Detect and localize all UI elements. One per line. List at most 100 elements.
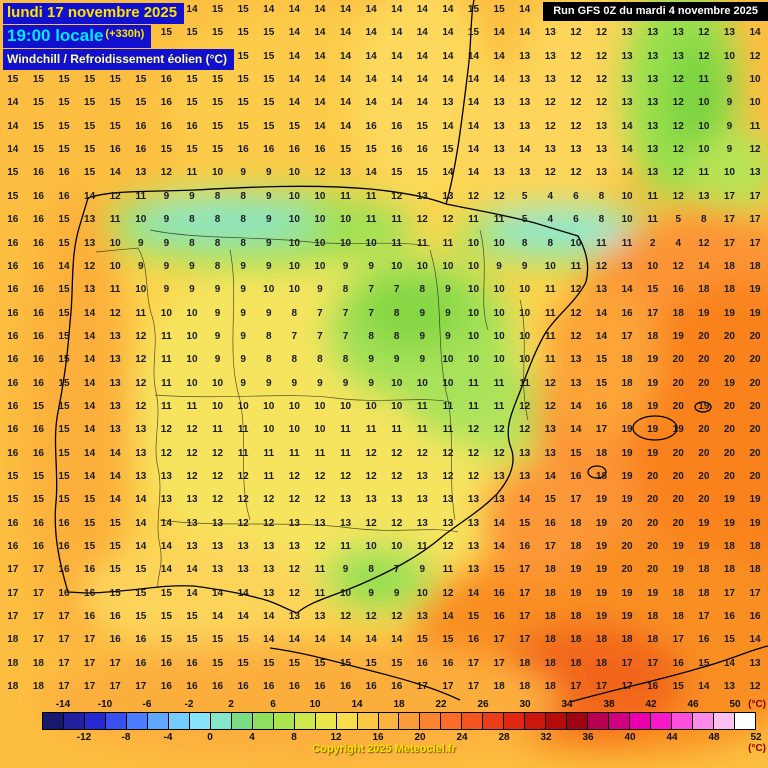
temp-value: 17 [647, 657, 659, 669]
temp-value: 7 [317, 307, 323, 319]
temp-value: 16 [32, 237, 44, 249]
temp-value: 14 [365, 634, 377, 646]
temp-value: 14 [391, 27, 403, 39]
temp-value: 14 [314, 74, 326, 86]
temp-value: 18 [749, 260, 761, 272]
temp-value: 15 [109, 564, 121, 576]
scale-label: 0 [207, 732, 213, 743]
temp-value: 18 [570, 634, 582, 646]
temp-value: 12 [672, 260, 684, 272]
temp-value: 16 [442, 657, 454, 669]
temp-value: 16 [672, 284, 684, 296]
scale-cell [336, 713, 358, 729]
temp-value: 15 [160, 27, 172, 39]
temp-value: 13 [160, 471, 172, 482]
temp-value: 10 [263, 424, 275, 436]
temp-value: 13 [263, 587, 275, 599]
temp-value: 16 [7, 354, 19, 366]
temp-value: 15 [135, 97, 147, 109]
temp-value: 15 [84, 517, 96, 529]
scale-cell [399, 713, 421, 729]
temp-value: 13 [135, 471, 147, 482]
temp-value: 13 [416, 517, 428, 529]
internal-borders [95, 229, 529, 589]
temp-value: 12 [595, 74, 608, 86]
temp-value: 17 [595, 424, 608, 436]
temp-value: 14 [416, 74, 428, 86]
temp-value: 18 [595, 447, 608, 459]
temp-value: 10 [570, 237, 582, 249]
temp-value: 12 [672, 74, 684, 86]
temp-value: 11 [135, 190, 147, 202]
temp-value: 10 [467, 307, 480, 319]
temp-value: 10 [186, 377, 198, 389]
temp-value: 18 [544, 634, 556, 646]
temp-value: 13 [211, 564, 224, 576]
temp-value: 19 [647, 447, 659, 459]
temp-value: 16 [7, 330, 19, 342]
temp-value: 11 [186, 400, 198, 412]
temp-value: 17 [416, 681, 428, 693]
temp-value: 12 [672, 120, 684, 132]
temp-value: 8 [521, 237, 528, 249]
color-scale-bar [42, 712, 756, 730]
temp-value: 17 [493, 657, 505, 669]
temp-value: 19 [647, 587, 659, 599]
temp-value: 13 [519, 447, 531, 459]
temp-value: 12 [467, 190, 480, 202]
temp-value: 2 [649, 237, 656, 249]
temp-value: 16 [391, 681, 403, 693]
temp-value: 12 [365, 471, 377, 482]
temp-value: 14 [467, 167, 480, 179]
temp-value: 16 [32, 214, 44, 226]
temp-value: 12 [160, 447, 172, 459]
temp-value: 13 [339, 494, 352, 506]
temp-value: 12 [391, 190, 403, 202]
temp-value: 17 [58, 681, 70, 693]
temp-value: 15 [84, 74, 96, 86]
temp-value: 8 [598, 190, 605, 202]
temp-value: 13 [186, 541, 198, 553]
temp-value: 10 [467, 330, 480, 342]
temp-value: 12 [160, 424, 172, 436]
temp-value: 17 [519, 564, 531, 576]
temp-value: 17 [109, 681, 121, 693]
temp-value: 13 [109, 424, 121, 436]
temp-value: 15 [493, 4, 505, 15]
temp-value: 19 [570, 564, 582, 576]
temp-value: 14 [416, 27, 428, 39]
temp-value: 15 [467, 611, 480, 623]
scale-label: 6 [270, 699, 276, 710]
temp-value: 15 [32, 120, 44, 132]
temp-value: 16 [647, 681, 659, 693]
temp-value: 17 [84, 681, 96, 693]
temp-value: 19 [621, 447, 633, 459]
temp-value: 20 [698, 424, 710, 436]
scale-label: 30 [519, 699, 531, 710]
temp-value: 14 [416, 4, 428, 15]
temp-value: 14 [467, 50, 480, 62]
scale-cell [693, 713, 714, 729]
temp-value: 12 [391, 517, 403, 529]
temp-value: 11 [161, 330, 172, 342]
temp-value: 10 [467, 354, 480, 366]
temp-value: 10 [416, 587, 428, 599]
temp-value: 13 [647, 120, 659, 132]
temp-value: 7 [368, 307, 374, 319]
temp-value: 19 [595, 587, 608, 599]
temp-value: 13 [519, 74, 531, 86]
temp-value: 14 [288, 74, 300, 86]
temp-value: 10 [288, 284, 300, 296]
temp-value: 8 [393, 307, 400, 319]
temp-value: 18 [7, 634, 19, 646]
temp-value: 14 [7, 120, 19, 132]
temp-value: 16 [7, 447, 19, 459]
temp-value: 14 [467, 144, 480, 156]
temp-value: 16 [698, 634, 710, 646]
temp-value: 17 [621, 681, 633, 693]
temp-value: 9 [240, 330, 246, 342]
temp-value: 15 [84, 541, 96, 553]
temp-value: 10 [493, 237, 505, 249]
scale-cell [734, 713, 755, 729]
unit-label-top: (°C) [748, 699, 766, 710]
